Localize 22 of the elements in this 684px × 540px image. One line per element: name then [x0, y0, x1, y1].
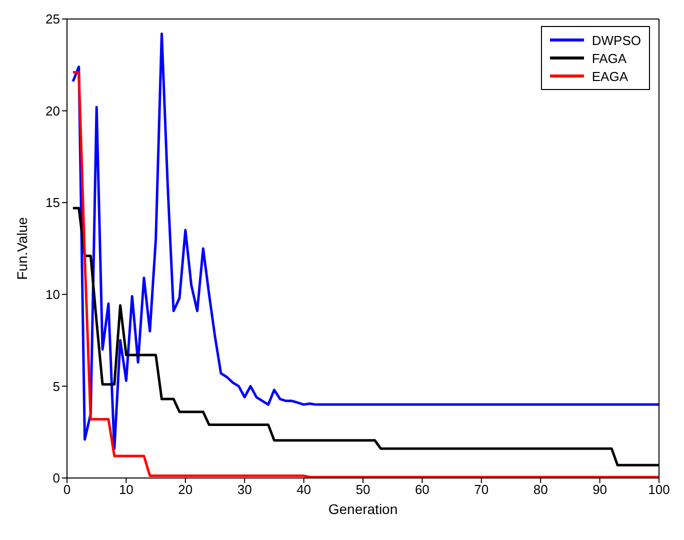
- x-tick-label: 30: [237, 482, 252, 498]
- y-tick-label: 5: [52, 378, 60, 394]
- legend-label: DWPSO: [592, 32, 641, 48]
- x-tick-label: 100: [648, 482, 670, 498]
- y-tick-label: 25: [46, 12, 60, 27]
- x-tick-label: 10: [118, 482, 134, 498]
- y-tick-label: 20: [46, 103, 60, 118]
- legend-label: EAGA: [592, 68, 628, 84]
- x-tick-label: 0: [63, 482, 71, 498]
- x-tick-label: 70: [474, 482, 489, 498]
- y-tick-label: 15: [46, 195, 60, 210]
- x-tick-label: 20: [178, 482, 193, 498]
- y-axis-title: Fun.Value: [14, 216, 30, 280]
- x-tick-label: 40: [296, 482, 312, 498]
- x-tick-label: 80: [533, 482, 548, 498]
- x-axis-title: Generation: [328, 501, 398, 517]
- y-tick-label: 10: [46, 287, 60, 302]
- x-tick-label: 50: [356, 482, 370, 498]
- x-tick-label: 60: [414, 482, 430, 498]
- x-tick-label: 90: [592, 482, 608, 498]
- y-tick-label: 0: [52, 470, 60, 486]
- legend-label: FAGA: [592, 50, 627, 66]
